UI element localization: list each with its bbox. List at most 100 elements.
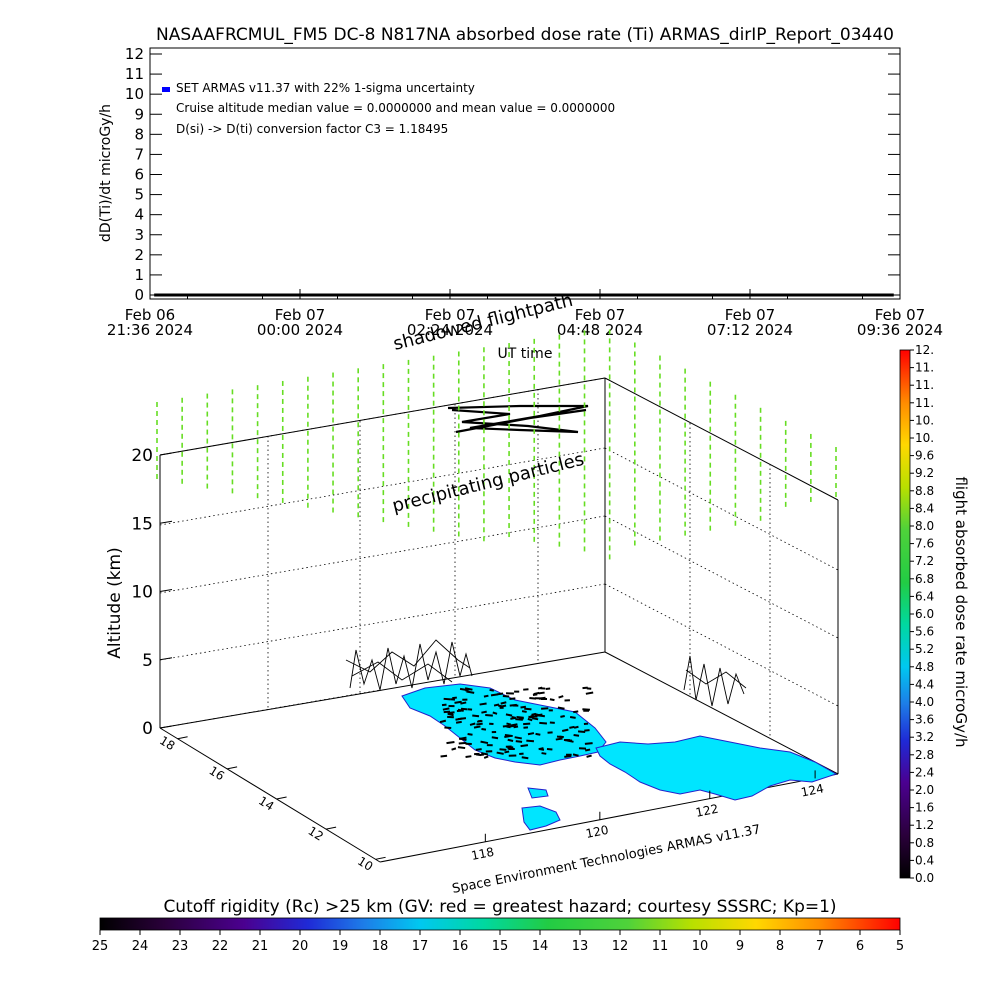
flight-track-segment <box>586 754 592 758</box>
annotation-precipitating-particles: precipitating particles <box>390 449 586 517</box>
flight-track-segment <box>520 744 529 748</box>
flight-track-segment <box>541 752 547 755</box>
latitude-tick <box>227 766 238 770</box>
colorbar-tick-label: 4.8 <box>915 660 934 674</box>
colorbar-tick-label: 7.2 <box>915 554 934 568</box>
land-mindoro <box>521 805 561 831</box>
flight-track-segment <box>476 719 482 723</box>
colorbar-tick-label: 10. <box>915 413 934 427</box>
flight-track-segment <box>496 692 504 696</box>
shadowed-flightpath <box>447 404 589 434</box>
flight-track-segment <box>454 700 462 704</box>
latitude-tick-label: 16 <box>207 763 227 783</box>
flight-track-segment <box>504 750 510 754</box>
chart-title: NASAAFRCMUL_FM5 DC-8 N817NA absorbed dos… <box>156 25 894 45</box>
flight-track-segment <box>520 705 527 709</box>
y-tick-label: 5 <box>134 186 144 204</box>
x-tick-label-date: Feb 07 <box>875 306 925 324</box>
flight-track-segment <box>458 741 467 745</box>
x-tick-label-date: Feb 07 <box>575 306 625 324</box>
rigidity-tick-label: 12 <box>612 939 629 954</box>
flight-track-segment <box>549 698 555 702</box>
flight-track-segment <box>483 694 489 698</box>
flight-track-segment <box>573 710 579 714</box>
colorbar-tick-label: 3.2 <box>915 730 934 744</box>
flight-track-segment <box>446 740 455 745</box>
longitude-tick-label: 120 <box>584 823 609 841</box>
flight-track-segment <box>480 740 489 745</box>
colorbar-tick-label: 12. <box>915 343 934 357</box>
longitude-tick-label: 124 <box>800 781 825 799</box>
rigidity-tick-label: 8 <box>776 939 784 954</box>
x-tick-label-date: Feb 07 <box>725 306 775 324</box>
flight-track-segment <box>555 737 563 741</box>
flight-track-segment <box>459 737 467 742</box>
flight-track-segment <box>499 704 507 708</box>
flight-track-segment <box>538 691 545 695</box>
flight-track-segment <box>538 747 544 751</box>
latitude-tick-label: 12 <box>306 824 326 844</box>
rigidity-tick-label: 7 <box>816 939 824 954</box>
flight-track-segment <box>452 696 457 700</box>
flight-track-segment <box>559 735 564 739</box>
y-axis-label: dD(Ti)/dt microGy/h <box>98 104 114 242</box>
y-tick-label: 1 <box>134 266 144 284</box>
flight-ground-track <box>439 686 594 760</box>
flight-track-segment <box>485 714 493 717</box>
rigidity-ticks: 25 24 23 22 21 20 19 18 17 16 15 14 13 12 11 10 9 8 7 6 5 <box>92 930 904 954</box>
colorbar-tick-label: 9.2 <box>915 466 934 480</box>
colorbar-tick-label: 11. <box>915 396 934 410</box>
rigidity-gradient <box>100 918 900 930</box>
rigidity-tick-label: 5 <box>896 939 904 954</box>
flight-track-segment <box>442 707 450 711</box>
flight-track-segment <box>504 734 512 739</box>
flight-track-segment <box>467 733 473 736</box>
flight-track-segment <box>507 746 514 750</box>
rigidity-tick-label: 10 <box>692 939 709 954</box>
flight-track-segment <box>475 748 482 751</box>
y-tick-label: 8 <box>134 125 144 143</box>
y-tick-label: 3 <box>134 226 144 244</box>
legend-marker <box>162 87 170 92</box>
latitude-tick <box>326 826 337 830</box>
flight-track-segment <box>505 713 513 717</box>
flight-track-segment <box>521 710 527 713</box>
altitude-tick <box>159 725 173 729</box>
colorbar-tick-label: 5.2 <box>915 642 934 656</box>
y-tick-label: 7 <box>134 145 144 163</box>
colorbar-tick-label: 7.6 <box>915 537 934 551</box>
flight-track-segment <box>489 688 494 692</box>
rigidity-tick-label: 25 <box>92 939 109 954</box>
latitude-tick <box>375 856 386 860</box>
colorbar-tick-label: 1.6 <box>915 801 934 815</box>
flight-track-segment <box>491 736 499 740</box>
flight-track-segment <box>573 725 579 729</box>
colorbar-tick-label: 6.8 <box>915 572 934 586</box>
flight-track-segment <box>526 739 535 743</box>
x-tick-label-time: 21:36 2024 <box>107 321 193 339</box>
colorbar-tick-label: 2.8 <box>915 748 934 762</box>
x-tick-label-time: 04:48 2024 <box>557 321 643 339</box>
flight-track-segment <box>561 728 569 732</box>
flight-track-segment <box>514 736 522 740</box>
flight-track-segment <box>506 725 511 729</box>
flight-track-segment <box>510 723 518 727</box>
longitude-tick-label: 122 <box>694 802 719 820</box>
colorbar-ticks: 0.0 0.4 0.8 1.2 1.6 2.0 2.4 2.8 3.2 3.6 4.0 4.4 4.8 5… <box>910 343 934 885</box>
colorbar-tick-label: 0.8 <box>915 836 934 850</box>
flight-track-segment <box>476 722 483 726</box>
flight-track-segment <box>557 706 565 710</box>
hazard-wireframes <box>345 639 747 707</box>
x-tick-label-date: Feb 06 <box>125 306 175 324</box>
colorbar-tick-label: 3.6 <box>915 713 934 727</box>
flight-track-segment <box>472 714 480 718</box>
legend-entry-series: SET ARMAS v11.37 with 22% 1-sigma uncert… <box>176 81 475 95</box>
flight-track-segment <box>545 687 551 691</box>
latitude-tick-label: 14 <box>256 794 276 814</box>
hazard-wire-left <box>349 641 473 691</box>
altitude-tick-label: 15 <box>131 514 153 534</box>
flight-track-segment <box>513 725 519 729</box>
y-tick-label: 9 <box>134 105 144 123</box>
